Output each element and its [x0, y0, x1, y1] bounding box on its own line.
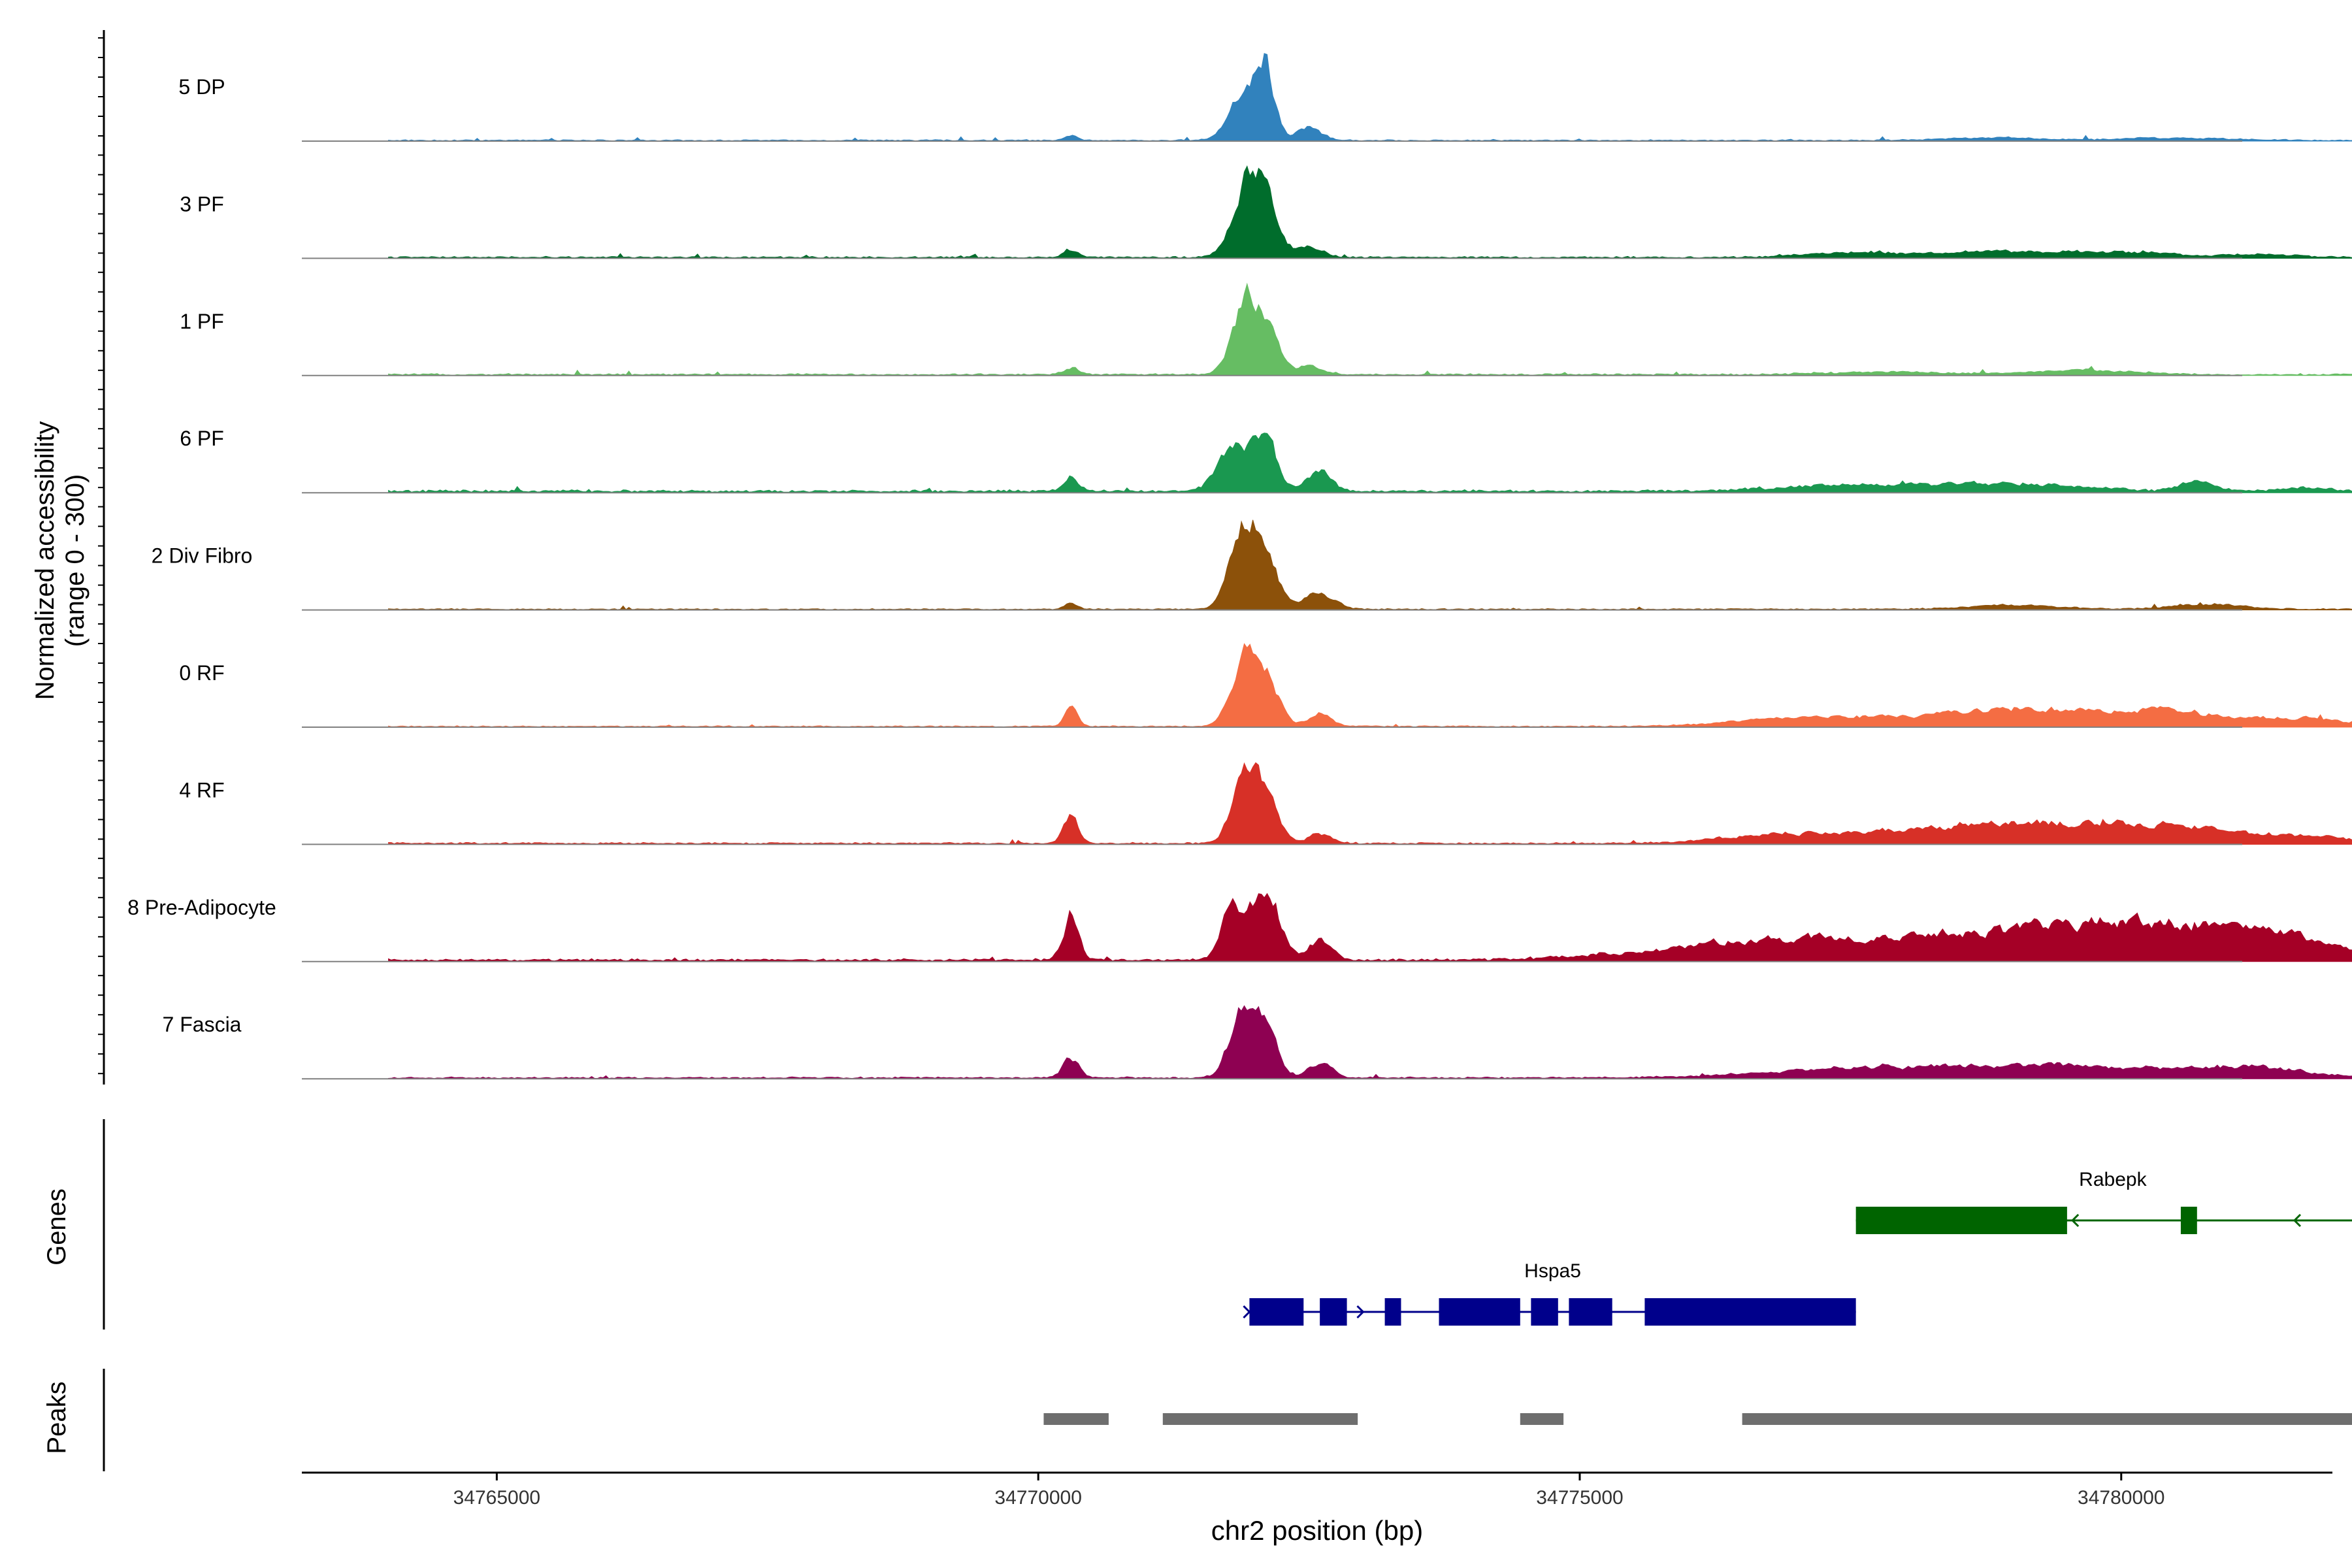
track-label: 7 Fascia	[163, 1013, 242, 1036]
track-label: 3 PF	[180, 192, 224, 216]
gene-exon	[1644, 1298, 1856, 1326]
coverage-tracks: 5 DP 3 PF 1 PF 6 PF 2 Div Fibro 0 RF 4 RF 8 Pre…	[98, 30, 2352, 1085]
track-label: 1 PF	[180, 310, 224, 333]
track-label: 6 PF	[180, 427, 224, 450]
coverage-area	[388, 53, 2352, 142]
coverage-area	[388, 433, 2352, 493]
y-axis-title-line2: (range 0 - 300)	[61, 474, 90, 647]
y-axis-label: Normalized accessibility (range 0 - 300)	[31, 421, 90, 700]
gene-exon	[1439, 1298, 1520, 1326]
peak-bar	[1520, 1413, 1564, 1425]
coverage-area	[388, 519, 2352, 611]
gene-exon	[1384, 1298, 1401, 1326]
track-label: 0 RF	[179, 661, 224, 685]
coverage-area	[388, 282, 2352, 376]
gene-label: Hspa5	[1524, 1260, 1581, 1282]
x-axis-title: chr2 position (bp)	[1211, 1515, 1424, 1546]
peaks-track-label: Peaks	[42, 1381, 71, 1454]
genes-track: Genes Rabepk Hspa5	[42, 1119, 2352, 1330]
gene-label: Rabepk	[2079, 1169, 2147, 1190]
gene-strand-arrow	[2071, 1213, 2080, 1228]
track-label: 4 RF	[179, 778, 224, 802]
coverage-area	[388, 643, 2352, 728]
gene-strand-arrow	[2293, 1213, 2302, 1228]
gene-strand-arrow	[1356, 1305, 1365, 1319]
gene-strand-arrow	[1243, 1305, 1251, 1319]
x-axis: chr2 position (bp) 34765000 34770000 34775…	[302, 1471, 2332, 1546]
y-axis-title-line1: Normalized accessibility	[31, 421, 59, 700]
peaks-track: Peaks	[42, 1369, 2352, 1471]
gene-exon	[1569, 1298, 1612, 1326]
peak-bar	[1043, 1413, 1109, 1425]
track-label: 8 Pre-Adipocyte	[127, 896, 276, 919]
coverage-area	[388, 892, 2352, 962]
gene-exon	[2180, 1207, 2197, 1234]
gene-exon	[1249, 1298, 1304, 1326]
peak-bar	[1742, 1413, 2352, 1425]
x-tick-label: 34775000	[1536, 1487, 1623, 1509]
x-tick-label: 34765000	[453, 1487, 540, 1509]
gene-exon	[1855, 1207, 2067, 1234]
track-label: 2 Div Fibro	[152, 544, 253, 568]
peak-bar	[1162, 1413, 1358, 1425]
gene-exon	[1531, 1298, 1558, 1326]
genes-track-label: Genes	[42, 1188, 71, 1266]
coverage-area	[388, 165, 2352, 259]
coverage-area	[388, 1005, 2352, 1079]
track-label: 5 DP	[178, 75, 225, 99]
x-tick-label: 34770000	[994, 1487, 1081, 1509]
coverage-area	[388, 762, 2352, 845]
x-tick-label: 34780000	[2078, 1487, 2164, 1509]
gene-exon	[1320, 1298, 1347, 1326]
